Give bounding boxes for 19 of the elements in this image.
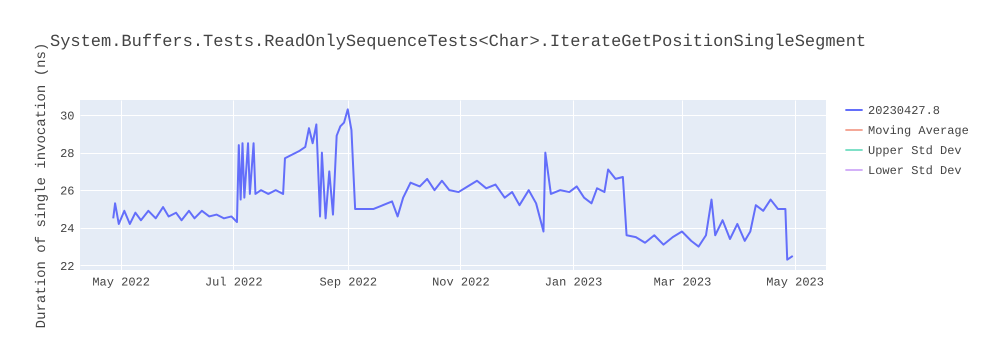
y-tick-label: 22	[60, 260, 74, 274]
line-series	[112, 108, 794, 261]
legend-label: Upper Std Dev	[868, 144, 962, 158]
x-tick-label: Nov 2022	[432, 276, 490, 290]
y-tick-label: 26	[60, 184, 74, 199]
legend-label: 20230427.8	[868, 104, 940, 118]
y-tick-label: 30	[60, 110, 74, 124]
legend-label: Lower Std Dev	[868, 164, 962, 178]
legend-label: Moving Average	[868, 124, 969, 138]
x-tick-label: Jan 2023	[544, 276, 602, 290]
x-tick-label: May 2023	[766, 276, 824, 290]
y-tick-label: 24	[60, 222, 74, 236]
y-axis-title: Duration of single invocation (ns)	[34, 42, 50, 328]
x-tick-label: Jul 2022	[204, 276, 263, 290]
chart-title: System.Buffers.Tests.ReadOnlySequenceTests<Char>.IterateGetPositionSingleSegment	[50, 33, 866, 52]
x-tick-label: May 2022	[92, 276, 150, 290]
x-tick-label: Mar 2023	[654, 276, 712, 290]
y-tick-label: 28	[60, 147, 74, 162]
x-tick-label: Sep 2022	[319, 276, 378, 290]
